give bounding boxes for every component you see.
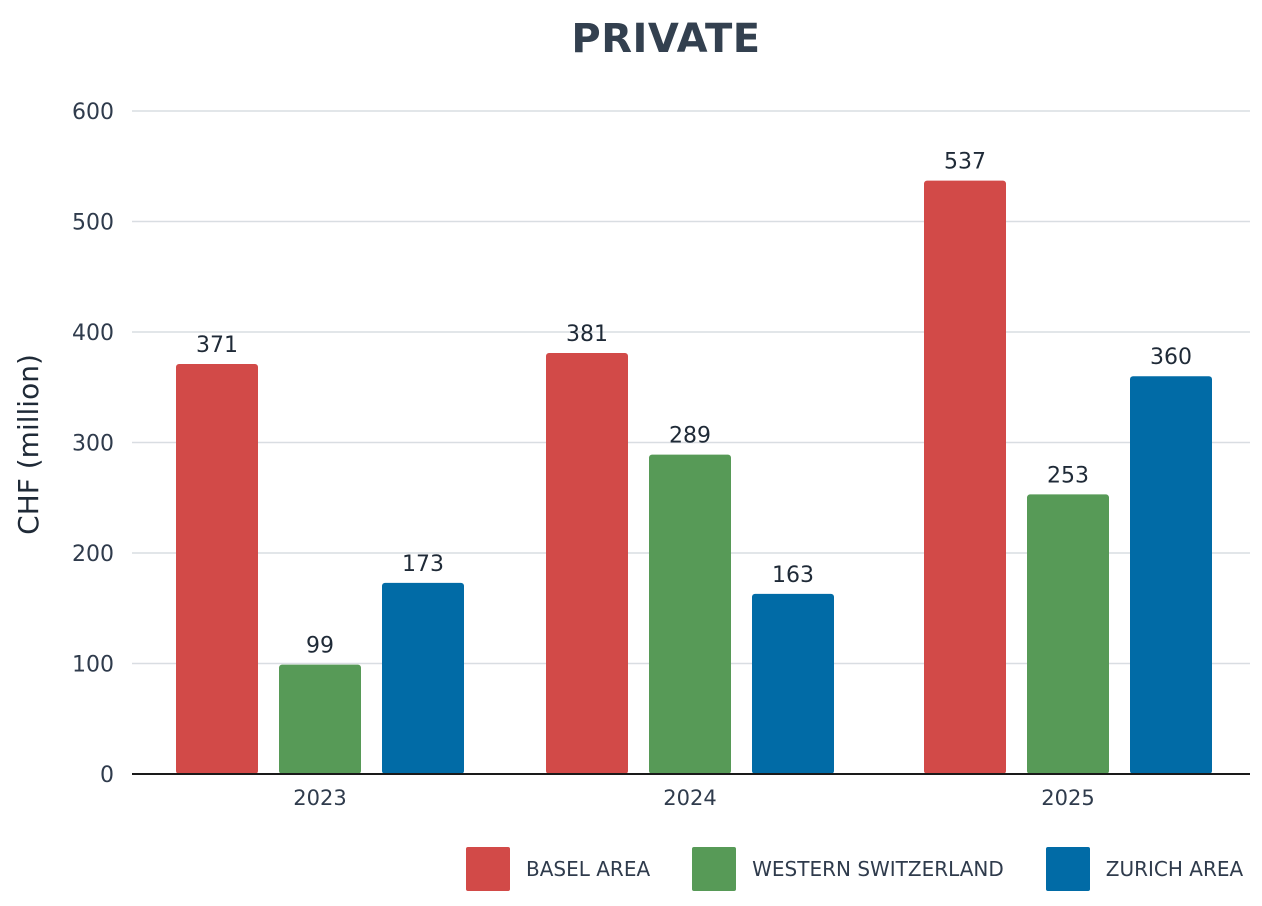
y-tick-label: 600 <box>72 100 114 125</box>
y-tick-label: 200 <box>72 542 114 567</box>
data-label: 371 <box>196 333 238 358</box>
bar <box>649 454 731 774</box>
data-label: 99 <box>306 634 334 659</box>
y-axis-label: CHF (million) <box>12 354 45 535</box>
legend-swatch-zurich-area <box>1045 847 1090 891</box>
data-label: 360 <box>1150 345 1192 370</box>
data-label: 173 <box>402 552 444 577</box>
legend-swatch-western-switzerland <box>692 847 737 891</box>
data-labels: 371 99 173 381 289 163 537 253 360 <box>196 150 1192 659</box>
x-tick-label: 2025 <box>1041 786 1094 810</box>
legend-label: BASEL AREA <box>526 857 651 881</box>
legend-item-zurich-area: ZURICH AREA <box>1045 847 1244 891</box>
chart-title: PRIVATE <box>571 16 761 62</box>
y-tick-label: 100 <box>72 653 114 678</box>
y-tick-label: 300 <box>72 432 114 457</box>
bar <box>382 582 464 774</box>
y-tick-label: 0 <box>100 763 114 788</box>
bar <box>176 364 258 774</box>
bar-chart: 0 100 200 300 400 500 600 371 99 173 381 289 163 537… <box>12 100 1250 810</box>
data-label: 381 <box>566 322 608 347</box>
x-axis-ticks: 2023 2024 2025 <box>293 786 1094 810</box>
legend-label: WESTERN SWITZERLAND <box>752 857 1004 881</box>
bar <box>279 664 361 774</box>
y-axis-ticks: 0 100 200 300 400 500 600 <box>72 100 114 788</box>
data-label: 289 <box>669 424 711 449</box>
y-tick-label: 500 <box>72 211 114 236</box>
data-label: 537 <box>944 150 986 175</box>
data-label: 163 <box>772 563 814 588</box>
x-tick-label: 2023 <box>293 786 346 810</box>
legend-swatch-basel-area <box>466 847 510 891</box>
x-tick-label: 2024 <box>663 786 716 810</box>
bar <box>1027 494 1109 774</box>
bar <box>546 352 628 774</box>
legend: BASEL AREA WESTERN SWITZERLAND ZURICH AR… <box>466 846 1243 892</box>
bars <box>176 180 1212 775</box>
legend-item-basel-area: BASEL AREA <box>466 847 650 891</box>
bar <box>924 180 1006 775</box>
legend-label: ZURICH AREA <box>1105 857 1244 881</box>
y-tick-label: 400 <box>72 321 114 346</box>
legend-item-western-switzerland: WESTERN SWITZERLAND <box>692 847 1004 891</box>
data-label: 253 <box>1047 463 1089 488</box>
bar <box>1130 376 1212 774</box>
bar <box>752 593 834 774</box>
